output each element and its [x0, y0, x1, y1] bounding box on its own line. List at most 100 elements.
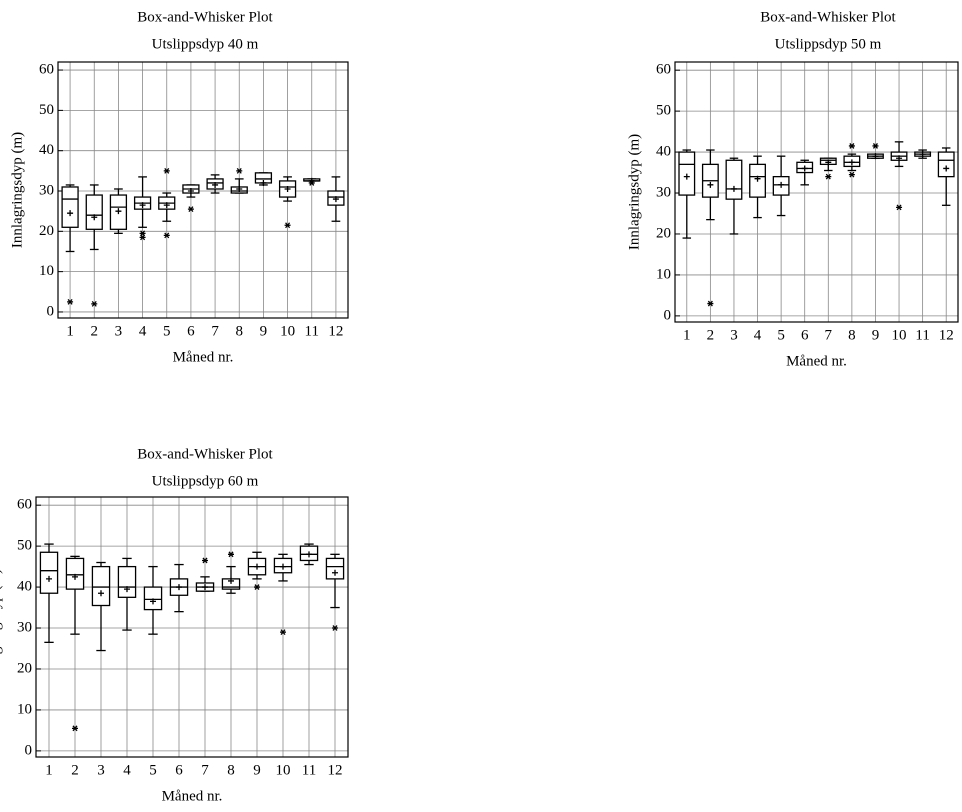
outlier [72, 725, 78, 732]
y-tick-label: 50 [17, 538, 32, 554]
outlier [202, 557, 208, 564]
y-tick-label: 30 [39, 182, 54, 198]
mean-marker [124, 586, 130, 593]
box [143, 586, 163, 611]
box [937, 151, 955, 178]
box [85, 194, 103, 230]
x-tick-label: 8 [236, 323, 244, 339]
y-tick-label: 0 [25, 742, 33, 758]
mean-marker [754, 175, 761, 182]
mean-marker [163, 202, 170, 209]
x-tick-label: 7 [211, 323, 219, 339]
x-tick-label: 8 [227, 762, 235, 778]
box [61, 186, 79, 228]
outlier [254, 584, 260, 590]
mean-marker [212, 181, 219, 188]
y-tick-label: 60 [39, 62, 54, 78]
plot-frame [674, 61, 959, 323]
x-tick-label: 1 [66, 323, 74, 339]
x-tick-label: 7 [201, 762, 209, 778]
x-tick-label: 9 [872, 327, 880, 343]
y-tick-label: 20 [39, 223, 54, 239]
x-tick-label: 6 [187, 323, 195, 339]
outlier [236, 167, 243, 174]
y-tick-label: 10 [656, 266, 671, 282]
outlier [825, 173, 832, 180]
x-tick-label: 3 [97, 762, 105, 778]
x-tick-label: 12 [328, 323, 343, 339]
outlier [139, 230, 146, 237]
mean-marker [139, 202, 146, 209]
y-tick-label: 30 [17, 619, 32, 635]
x-tick-label: 2 [91, 323, 99, 339]
mean-marker [825, 159, 832, 166]
chart-subtitle: Utslippsdyp 40 m [152, 36, 259, 52]
x-tick-label: 3 [730, 327, 738, 343]
mean-marker [280, 563, 286, 570]
box [91, 565, 111, 607]
y-tick-label: 30 [656, 184, 671, 200]
box [678, 151, 696, 196]
outlier [163, 232, 170, 239]
mean-marker [943, 165, 950, 172]
mean-marker [896, 155, 903, 162]
x-axis-label: Måned nr. [173, 349, 234, 365]
mean-marker [202, 584, 208, 591]
x-tick-label: 11 [915, 327, 929, 343]
outlier [187, 206, 194, 213]
x-tick-label: 12 [939, 327, 954, 343]
x-tick-label: 1 [683, 327, 691, 343]
outlier [872, 143, 879, 149]
chart: Box-and-Whisker Plot Utslippsdyp 40 m Måne… [9, 9, 349, 365]
y-tick-label: 60 [656, 62, 671, 78]
outlier [284, 222, 291, 229]
outlier [228, 551, 234, 558]
mean-marker [187, 188, 194, 195]
outlier [67, 298, 74, 305]
x-tick-label: 3 [115, 323, 123, 339]
outlier [848, 143, 855, 149]
y-tick-label: 40 [656, 144, 671, 160]
x-tick-label: 4 [139, 323, 147, 339]
mean-marker [236, 185, 243, 192]
box [39, 551, 59, 594]
y-axis-label: Innlagringsdyp (m) [626, 134, 642, 250]
box [325, 557, 345, 580]
x-tick-label: 9 [253, 762, 261, 778]
y-tick-label: 20 [17, 660, 32, 676]
mean-marker [332, 569, 338, 576]
x-tick-label: 11 [305, 323, 319, 339]
x-tick-label: 9 [260, 323, 268, 339]
x-tick-label: 5 [163, 323, 171, 339]
y-axis-label: Innlagringsdyp (m) [0, 569, 3, 685]
mean-marker [46, 575, 52, 582]
outlier [707, 300, 714, 307]
y-tick-label: 0 [664, 307, 672, 323]
y-tick-label: 50 [656, 103, 671, 119]
chart: Box-and-Whisker Plot Utslippsdyp 60 m Måne… [0, 446, 349, 804]
x-tick-label: 5 [777, 327, 785, 343]
mean-marker [72, 573, 78, 580]
x-tick-label: 10 [276, 762, 291, 778]
x-axis-label: Måned nr. [786, 353, 847, 369]
mean-marker [848, 159, 855, 166]
y-axis-label: Innlagringsdyp (m) [9, 132, 25, 248]
mean-marker [707, 181, 714, 188]
mean-marker [683, 173, 690, 180]
mean-marker [67, 210, 74, 217]
mean-marker [778, 181, 785, 188]
chart-title: Box-and-Whisker Plot [137, 446, 273, 462]
y-tick-label: 0 [47, 303, 55, 319]
x-axis-label: Måned nr. [162, 788, 223, 804]
y-tick-label: 10 [39, 263, 54, 279]
mean-marker [91, 214, 98, 221]
x-tick-label: 10 [892, 327, 907, 343]
chart-subtitle: Utslippsdyp 50 m [775, 36, 882, 52]
y-tick-label: 40 [39, 142, 54, 158]
x-tick-label: 10 [280, 323, 295, 339]
outlier [332, 625, 338, 631]
chart-subtitle: Utslippsdyp 60 m [152, 473, 259, 489]
box [725, 159, 743, 200]
mean-marker [872, 153, 879, 160]
